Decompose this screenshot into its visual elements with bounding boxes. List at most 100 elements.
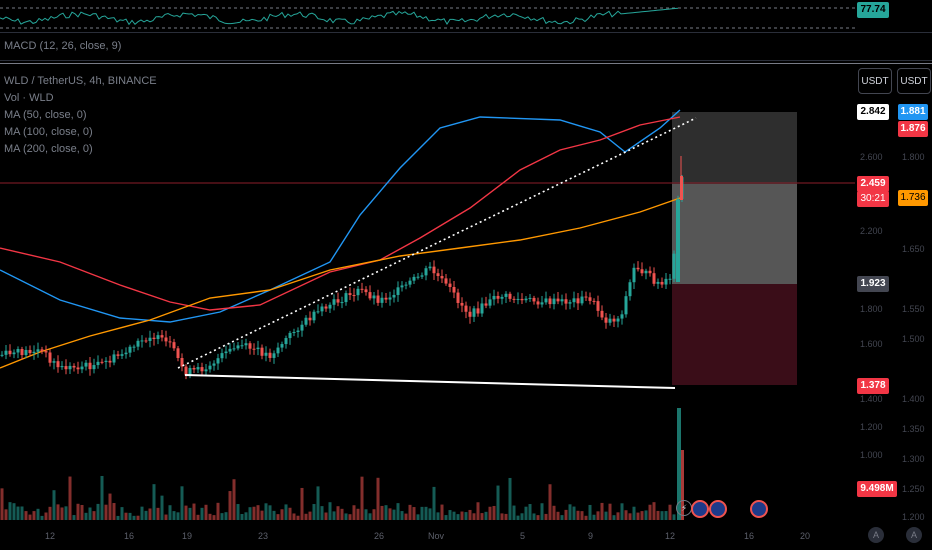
- candle-body: [632, 267, 636, 283]
- volume-bar: [620, 503, 624, 520]
- candle-body: [300, 324, 304, 331]
- volume-bar: [372, 509, 376, 520]
- volume-bar: [544, 513, 548, 520]
- pane-divider-3[interactable]: [0, 63, 932, 64]
- candle-body: [184, 366, 188, 376]
- auto-scale-button[interactable]: A: [868, 527, 884, 543]
- candle-body: [480, 303, 484, 314]
- volume-bar: [164, 514, 168, 520]
- volume-bar: [284, 504, 288, 520]
- volume-bar: [144, 510, 148, 520]
- entry-price-label: 1.923: [857, 276, 889, 292]
- volume-bar: [108, 493, 112, 520]
- candle-body: [400, 285, 404, 288]
- volume-bar: [652, 502, 656, 520]
- candle-body: [476, 308, 480, 314]
- candle-body: [640, 269, 644, 274]
- volume-bar: [484, 511, 488, 520]
- scale-right-label: 1.250: [902, 484, 925, 494]
- candle-body: [436, 273, 440, 277]
- candle-body: [20, 349, 24, 356]
- candle-body: [156, 335, 160, 340]
- target-zone: [672, 184, 797, 284]
- last-price-label: 2.459: [857, 176, 889, 192]
- us-flag-icon[interactable]: [709, 500, 727, 518]
- candle-body: [472, 308, 476, 317]
- candle-body: [524, 298, 528, 301]
- volume-bar: [404, 513, 408, 520]
- volume-bar: [648, 504, 652, 520]
- candle-body: [80, 366, 84, 370]
- volume-bar: [580, 511, 584, 520]
- candle-body: [244, 343, 248, 346]
- us-flag-icon[interactable]: [750, 500, 768, 518]
- candle-body: [124, 352, 128, 355]
- candle-body: [384, 297, 388, 300]
- volume-bar: [44, 512, 48, 520]
- candle-body: [528, 297, 532, 299]
- ma50-legend[interactable]: MA (50, close, 0): [4, 109, 87, 121]
- volume-bar: [376, 477, 380, 520]
- candle-body: [100, 361, 104, 363]
- volume-bar: [28, 514, 32, 520]
- candle-body: [180, 358, 184, 367]
- candle-body: [432, 266, 436, 274]
- candle-body: [212, 363, 216, 366]
- pane-divider-2[interactable]: [0, 60, 932, 61]
- volume-bar: [172, 511, 176, 520]
- volume-bar: [632, 506, 636, 520]
- unit-button-left[interactable]: USDT: [858, 68, 892, 94]
- ma50-line: [0, 109, 681, 323]
- ma100-legend[interactable]: MA (100, close, 0): [4, 126, 93, 138]
- candle-body: [208, 365, 212, 370]
- volume-bar: [448, 510, 452, 520]
- volume-bar: [32, 511, 36, 520]
- volume-bar: [436, 512, 440, 520]
- volume-bar: [200, 507, 204, 520]
- candle-body: [44, 351, 48, 353]
- volume-bar: [152, 484, 156, 520]
- candle-body: [48, 352, 52, 363]
- volume-bar: [220, 513, 224, 520]
- us-flag-icon[interactable]: [691, 500, 709, 518]
- volume-bar: [264, 503, 268, 520]
- candle-body: [84, 362, 88, 367]
- unit-button-right[interactable]: USDT: [897, 68, 931, 94]
- volume-bar: [244, 512, 248, 520]
- candle-body: [600, 310, 604, 318]
- scale-left-label: 1.600: [860, 339, 883, 349]
- date-label: 9: [588, 531, 594, 541]
- candle-body: [548, 298, 552, 305]
- macd-legend[interactable]: MACD (12, 26, close, 9): [4, 40, 122, 52]
- scale-mode-button[interactable]: A: [906, 527, 922, 543]
- lightning-icon[interactable]: ⚡: [676, 500, 692, 516]
- volume-bar: [116, 515, 120, 520]
- candle-body: [268, 352, 272, 358]
- main-legend[interactable]: WLD / TetherUS, 4h, BINANCE Vol · WLD MA…: [4, 73, 157, 158]
- pane-divider-1[interactable]: [0, 32, 932, 33]
- volume-bar: [332, 511, 336, 520]
- volume-bar: [240, 513, 244, 520]
- volume-bar: [672, 514, 676, 520]
- candle-body: [144, 340, 148, 342]
- date-label: 5: [520, 531, 526, 541]
- scale-left-label: 1.800: [860, 304, 883, 314]
- volume-bar: [112, 503, 116, 520]
- volume-bar: [428, 508, 432, 520]
- candle-body: [464, 305, 468, 312]
- volume-bar: [452, 511, 456, 520]
- volume-legend[interactable]: Vol · WLD: [4, 92, 54, 104]
- volume-bar: [584, 515, 588, 520]
- date-label: 23: [258, 531, 269, 541]
- ma200-legend[interactable]: MA (200, close, 0): [4, 143, 93, 155]
- volume-bar: [608, 503, 612, 520]
- candle-body: [504, 293, 508, 297]
- candle-body: [36, 349, 40, 352]
- candle-body: [160, 335, 164, 338]
- volume-bar: [100, 475, 104, 520]
- symbol-legend[interactable]: WLD / TetherUS, 4h, BINANCE: [4, 75, 157, 87]
- volume-bar: [160, 495, 164, 520]
- candle-body: [648, 270, 652, 274]
- volume-bar: [368, 513, 372, 520]
